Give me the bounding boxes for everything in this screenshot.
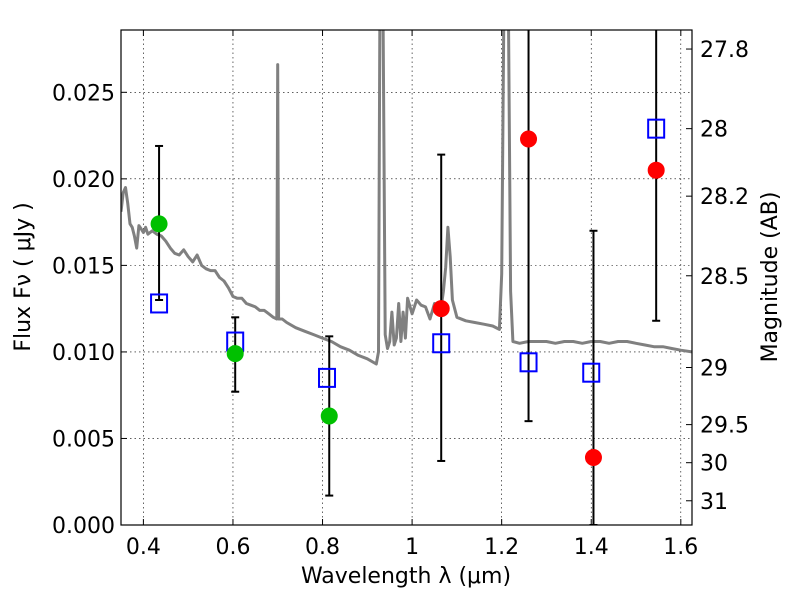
right-tick-label: 30 [700,452,728,477]
model-spectrum-line [121,30,692,366]
model-flux-square [150,293,169,314]
right-tick-label: 31 [700,490,728,515]
observed-flux-point [520,130,538,148]
right-axis-title: Magnitude (AB) [758,192,783,363]
observed-flux-point [226,345,244,363]
data-layer [121,30,692,525]
right-tick-label: 28.2 [700,185,749,210]
x-tick-label: 0.4 [126,535,161,560]
plot-background [121,30,692,525]
observed-flux-point [584,449,602,466]
y-tick-label: 0.020 [52,168,115,193]
y-tick-label: 0.010 [52,341,115,366]
x-tick-label: 1.6 [663,535,698,560]
y-tick-label: 0.015 [52,254,115,279]
model-flux-square [647,118,666,139]
right-tick-label: 29 [700,357,728,382]
x-tick-label: 1.4 [574,535,609,560]
y-tick-label: 0.005 [52,427,115,452]
x-tick-label: 0.6 [215,535,250,560]
right-tick-label: 28.5 [700,265,749,290]
right-tick-label: 29.5 [700,414,749,439]
model-flux-square [432,333,451,354]
model-flux-square [318,367,337,388]
x-tick-label: 1.2 [484,535,519,560]
x-tick-label: 0.8 [305,535,340,560]
right-tick-label: 27.8 [700,38,749,63]
y-tick-label: 0.000 [52,514,115,539]
observed-flux-point [320,407,338,425]
axis-ticks: 0.4 0.6 0.8 1 1.2 1.4 1.6 0.000 0.005 0.010 0.015 0… [52,30,749,560]
plot-frame [120,29,693,526]
x-axis-title: Wavelength λ (μm) [301,564,511,589]
observed-flux-point [647,161,665,179]
model-flux-square [519,352,538,373]
y-axis-title: Flux Fν ( μJy ) [11,202,36,351]
observed-flux-point [432,300,450,318]
model-flux-square [582,362,601,383]
right-tick-label: 28 [700,118,728,143]
observed-flux-point [150,215,168,233]
x-tick-label: 1 [405,535,419,560]
y-tick-label: 0.025 [52,81,115,106]
